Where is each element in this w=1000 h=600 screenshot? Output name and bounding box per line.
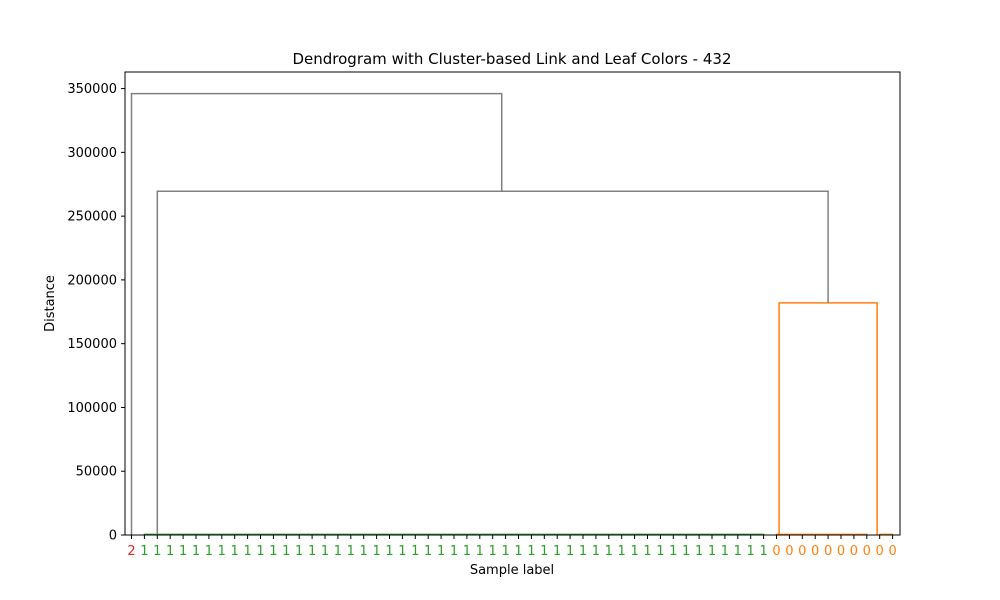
leaf-label: 1 <box>308 544 316 559</box>
leaf-label: 0 <box>850 544 858 559</box>
leaf-label: 1 <box>669 544 677 559</box>
leaf-label: 1 <box>385 544 393 559</box>
leaf-label: 1 <box>424 544 432 559</box>
leaf-label: 1 <box>463 544 471 559</box>
leaf-label: 1 <box>153 544 161 559</box>
leaf-label: 1 <box>476 544 484 559</box>
leaf-label: 1 <box>256 544 264 559</box>
chart-title: Dendrogram with Cluster-based Link and L… <box>292 50 731 68</box>
leaf-label: 1 <box>282 544 290 559</box>
link-merge-1-0 <box>156 190 829 535</box>
leaf-label: 1 <box>643 544 651 559</box>
leaf-label: 1 <box>489 544 497 559</box>
leaf-label: 0 <box>824 544 832 559</box>
leaf-label: 0 <box>888 544 896 559</box>
leaf-label: 1 <box>656 544 664 559</box>
leaf-label: 1 <box>682 544 690 559</box>
leaf-label: 1 <box>321 544 329 559</box>
leaf-label: 0 <box>863 544 871 559</box>
y-tick-label: 150000 <box>67 337 117 352</box>
leaf-label: 1 <box>398 544 406 559</box>
leaf-label: 1 <box>618 544 626 559</box>
leaf-label: 1 <box>514 544 522 559</box>
y-tick-label: 100000 <box>67 401 117 416</box>
leaf-label: 1 <box>450 544 458 559</box>
leaf-label: 1 <box>205 544 213 559</box>
y-tick-label: 200000 <box>67 273 117 288</box>
leaf-label: 0 <box>798 544 806 559</box>
leaf-label: 1 <box>579 544 587 559</box>
leaf-label: 1 <box>179 544 187 559</box>
y-axis: 0 50000 100000 150000 200000 250000 300000 3500… <box>67 82 125 544</box>
leaf-label: 1 <box>140 544 148 559</box>
leaf-label: 1 <box>372 544 380 559</box>
leaf-label: 1 <box>360 544 368 559</box>
y-tick-label: 50000 <box>76 465 117 480</box>
leaf-label: 1 <box>166 544 174 559</box>
x-axis-label: Sample label <box>470 563 554 578</box>
leaf-label: 1 <box>527 544 535 559</box>
y-tick-label: 250000 <box>67 210 117 225</box>
leaf-label: 1 <box>347 544 355 559</box>
leaf-label: 1 <box>592 544 600 559</box>
leaf-label: 1 <box>437 544 445 559</box>
plot-frame <box>124 71 901 536</box>
leaf-label: 1 <box>411 544 419 559</box>
leaf-label: 1 <box>747 544 755 559</box>
leaf-label: 1 <box>721 544 729 559</box>
leaf-label: 1 <box>566 544 574 559</box>
leaf-label: 1 <box>734 544 742 559</box>
leaf-label: 0 <box>785 544 793 559</box>
leaf-label: 1 <box>218 544 226 559</box>
leaf-label: 1 <box>269 544 277 559</box>
y-axis-label: Distance <box>43 275 58 332</box>
leaf-label: 1 <box>553 544 561 559</box>
y-tick-label: 350000 <box>67 82 117 97</box>
leaf-label: 1 <box>501 544 509 559</box>
leaf-label: 0 <box>876 544 884 559</box>
leaf-label: 1 <box>192 544 200 559</box>
leaf-label: 1 <box>243 544 251 559</box>
leaf-label: 1 <box>231 544 239 559</box>
leaf-label: 1 <box>695 544 703 559</box>
leaf-label: 1 <box>334 544 342 559</box>
y-tick-label: 300000 <box>67 146 117 161</box>
leaf-label: 1 <box>630 544 638 559</box>
leaf-label: 1 <box>540 544 548 559</box>
leaf-label: 1 <box>708 544 716 559</box>
leaf-label: 0 <box>772 544 780 559</box>
y-tick-label: 0 <box>109 529 117 544</box>
leaf-label: 1 <box>605 544 613 559</box>
link-root <box>130 92 503 535</box>
leaf-label: 1 <box>295 544 303 559</box>
leaf-label: 1 <box>759 544 767 559</box>
leaf-label: 2 <box>127 544 135 559</box>
leaf-label: 0 <box>837 544 845 559</box>
leaf-label: 0 <box>811 544 819 559</box>
